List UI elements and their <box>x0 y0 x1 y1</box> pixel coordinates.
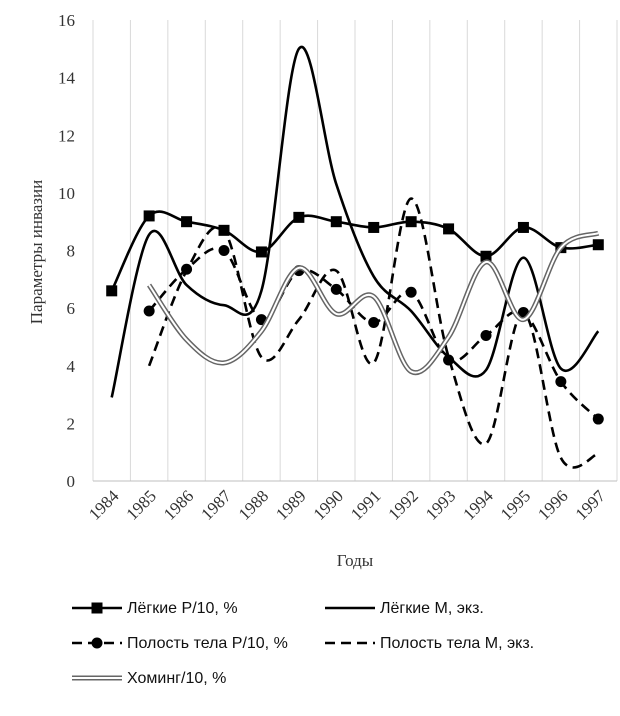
data-point-square <box>255 246 267 258</box>
x-tick-label: 1989 <box>272 486 309 523</box>
series-line <box>110 45 600 398</box>
legend-item-2: Лёгкие М, экз. <box>325 600 484 617</box>
y-tick-label: 16 <box>58 11 75 30</box>
x-tick-label: 1992 <box>384 486 421 523</box>
y-tick-label: 8 <box>67 242 76 261</box>
x-tick-label: 1994 <box>459 486 497 524</box>
legend-item-5: Хоминг/10, % <box>72 670 226 687</box>
x-tick-label: 1985 <box>122 486 159 523</box>
legend-marker <box>91 602 103 614</box>
y-axis-title: Параметры инвазии <box>27 180 46 324</box>
legend-label: Полость тела Р/10, % <box>127 635 288 652</box>
x-tick-label: 1997 <box>572 486 610 524</box>
x-tick-label: 1993 <box>422 486 459 523</box>
data-point-circle <box>218 245 230 256</box>
series-layer <box>106 45 604 469</box>
data-point-circle <box>592 413 604 425</box>
x-tick-label: 1987 <box>197 486 235 524</box>
data-point-square <box>293 211 305 223</box>
legend-label: Полость тела М, экз. <box>380 635 534 652</box>
x-tick-label: 1991 <box>347 486 384 523</box>
data-point-circle <box>405 286 417 298</box>
data-point-square <box>405 216 417 228</box>
data-point-square <box>517 221 529 233</box>
grid <box>92 20 618 481</box>
data-point-square <box>443 223 455 235</box>
data-point-square <box>330 216 342 228</box>
y-tick-label: 4 <box>67 357 76 376</box>
legend-marker <box>91 637 103 649</box>
legend-label: Хоминг/10, % <box>127 670 226 687</box>
legend-item-3: Полость тела Р/10, % <box>72 635 288 652</box>
y-tick-label: 0 <box>67 472 76 491</box>
legend-label: Лёгкие Р/10, % <box>127 600 238 617</box>
data-point-circle <box>143 305 155 317</box>
data-point-circle <box>368 317 380 329</box>
y-tick-label: 14 <box>58 69 76 88</box>
data-point-square <box>181 216 193 228</box>
data-point-circle <box>330 283 342 295</box>
series-4 <box>147 197 599 469</box>
y-tick-label: 2 <box>67 414 76 433</box>
y-tick-label: 12 <box>58 126 75 145</box>
series-line <box>147 197 599 469</box>
data-point-square <box>592 239 604 251</box>
x-tick-label: 1986 <box>160 486 197 523</box>
series-2 <box>110 45 600 398</box>
data-point-circle <box>555 376 567 388</box>
data-point-square <box>368 221 380 233</box>
legend-label: Лёгкие М, экз. <box>380 600 484 617</box>
x-tick-label: 1996 <box>534 486 571 523</box>
series-5 <box>147 230 600 376</box>
y-tick-label: 10 <box>58 184 75 203</box>
data-point-circle <box>480 329 492 341</box>
data-point-circle <box>443 354 455 366</box>
x-tick-label: 1988 <box>235 486 272 523</box>
y-tick-label: 6 <box>67 299 76 318</box>
x-tick-label: 1984 <box>85 486 123 524</box>
legend: Лёгкие Р/10, % Лёгкие М, экз. Полость тела… <box>72 600 534 687</box>
series-3 <box>143 245 604 425</box>
x-tick-label: 1995 <box>497 486 534 523</box>
legend-item-1: Лёгкие Р/10, % <box>72 600 238 617</box>
x-axis-title: Годы <box>337 551 374 570</box>
legend-item-4: Полость тела М, экз. <box>325 635 534 652</box>
data-point-square <box>480 250 492 262</box>
series-line-inner <box>148 232 599 374</box>
data-point-square <box>143 210 155 222</box>
data-point-square <box>106 285 118 297</box>
x-tick-label: 1990 <box>310 486 347 523</box>
